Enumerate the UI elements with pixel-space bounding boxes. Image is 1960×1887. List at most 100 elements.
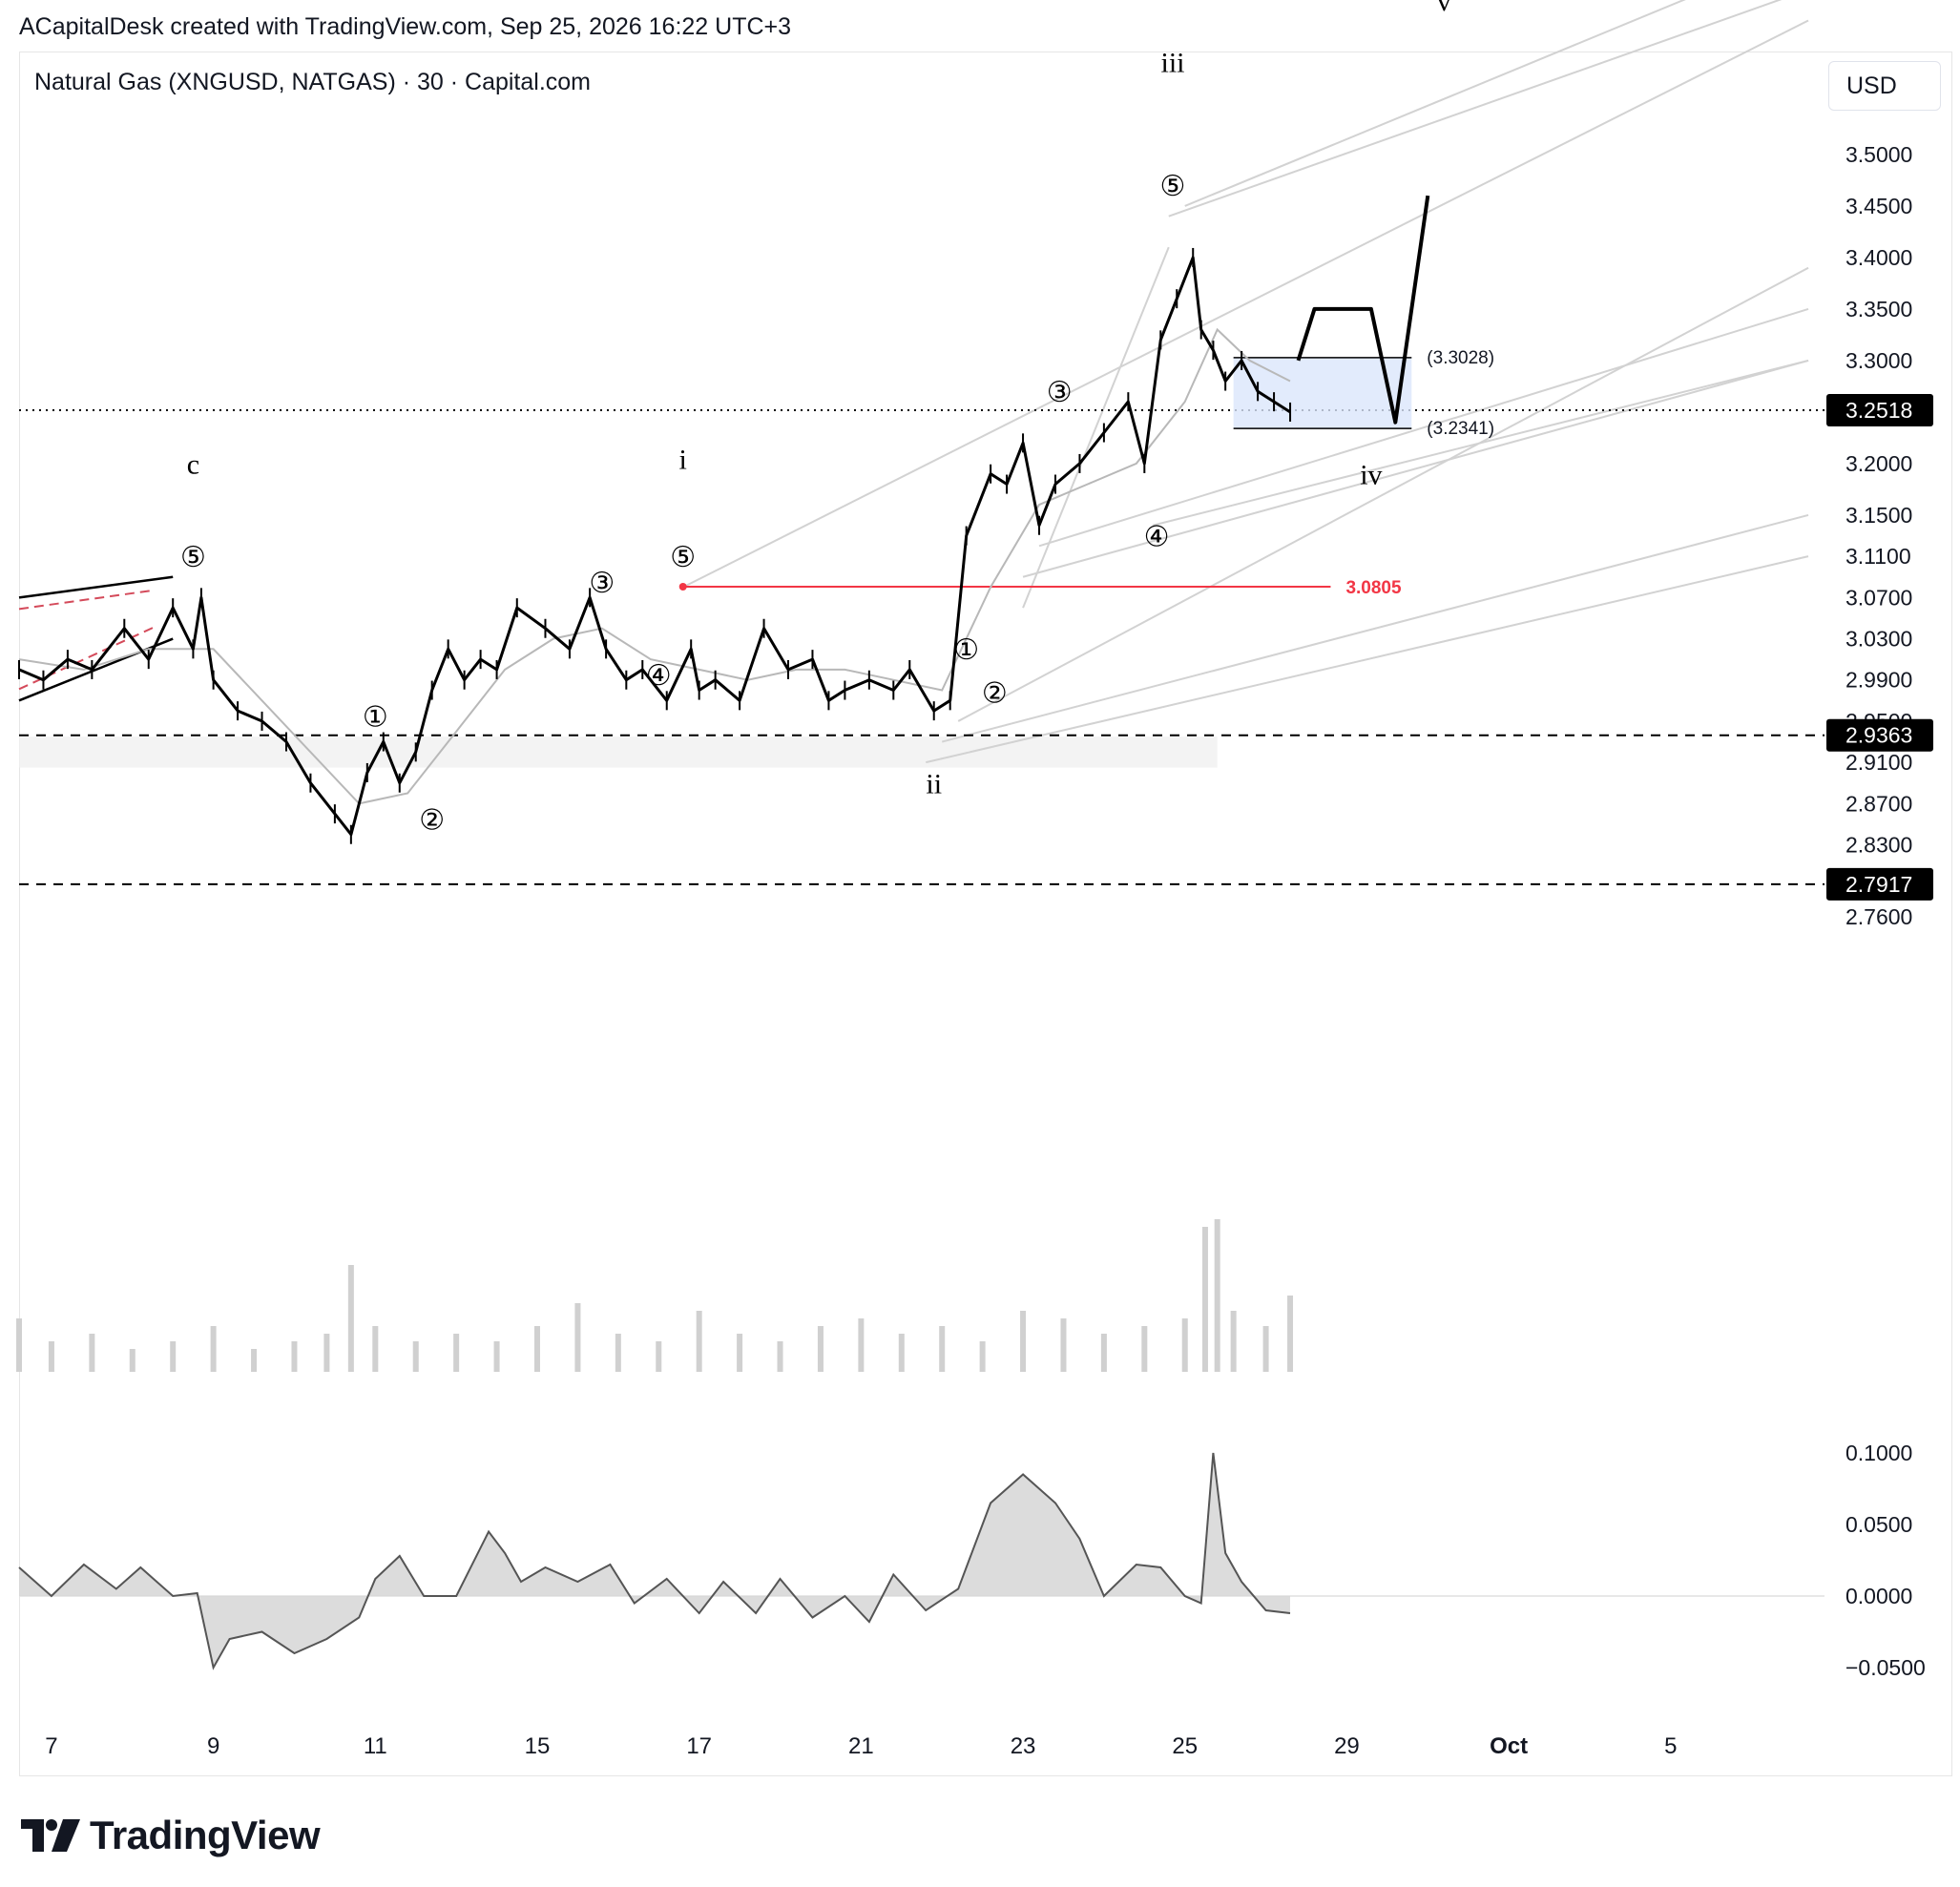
volume-bar (1201, 1227, 1208, 1372)
wedge-lower-dashed (18, 626, 155, 691)
channel-line[interactable] (941, 513, 1809, 743)
wave-label: ② (419, 803, 445, 837)
channel-line[interactable] (1022, 246, 1170, 609)
volume-bar (574, 1303, 581, 1372)
volume-bar (48, 1341, 54, 1372)
volume-bar (453, 1334, 460, 1372)
wave-label: i (679, 444, 687, 475)
volume-bar (533, 1326, 540, 1372)
support-zone[interactable] (19, 736, 1218, 768)
price-series (18, 247, 1292, 844)
volume-bar (89, 1334, 95, 1372)
wave-label: iii (1161, 48, 1185, 79)
oscillator-area (19, 1453, 1290, 1668)
volume-bar (898, 1334, 905, 1372)
price-tick-label: 2.9100 (1845, 750, 1912, 775)
price-tick-label: 3.4000 (1845, 245, 1912, 270)
channel-line[interactable] (1038, 307, 1809, 548)
axis-price-badge[interactable] (1826, 394, 1933, 426)
projection-path[interactable] (1296, 195, 1430, 425)
volume-bar (323, 1334, 330, 1372)
target-box[interactable]: (3.3028) (3.2341) (1233, 348, 1494, 439)
channel-lines[interactable] (18, 0, 1809, 764)
oscillator-pane (18, 1452, 1291, 1670)
axis-price-badge[interactable] (1826, 867, 1933, 901)
projection-drawing[interactable] (1296, 195, 1430, 425)
tradingview-logo[interactable]: TradingView (21, 1811, 321, 1860)
chart-frame (19, 52, 1952, 1776)
volume-bar (1141, 1326, 1148, 1372)
resistance-label: 3.0805 (1345, 578, 1402, 598)
price-axis[interactable]: 3.5000 3.4500 3.4000 3.3500 3.3000 3.2000 3.15… (1826, 142, 1933, 1680)
volume-bar (737, 1334, 743, 1372)
price-tick-label: 3.0300 (1845, 627, 1912, 652)
chart-attribution: ACapitalDesk created with TradingView.co… (19, 13, 792, 40)
wave-label: ④ (1144, 520, 1170, 553)
volume-bar (939, 1326, 946, 1372)
resistance-anchor[interactable] (678, 583, 687, 591)
wave-label: ④ (646, 659, 672, 693)
channel-line[interactable] (926, 555, 1809, 764)
volume-bar (1060, 1318, 1067, 1372)
time-tick-label: 11 (364, 1733, 387, 1759)
wave-label: ③ (589, 567, 615, 600)
time-tick-label: 15 (525, 1733, 551, 1759)
volume-bar (16, 1318, 22, 1372)
wave-label: ① (363, 700, 388, 734)
wedge-upper-dashed (18, 589, 155, 611)
time-axis[interactable]: 7 9 11 15 17 21 23 25 29 Oct 5 (45, 1733, 1677, 1759)
volume-bar (129, 1349, 136, 1372)
axis-price-badge[interactable] (1826, 718, 1933, 752)
volume-pane (16, 1219, 1294, 1372)
wave-label: ⑤ (670, 541, 696, 574)
volume-bar (493, 1341, 500, 1372)
target-box-top-label: (3.3028) (1427, 348, 1494, 368)
price-level-lines[interactable]: 3.0805 (19, 409, 1824, 885)
axis-price-badge-label: 2.7917 (1845, 872, 1912, 897)
volume-bar (1262, 1326, 1269, 1372)
time-tick-label: 7 (45, 1733, 57, 1759)
volume-bar (817, 1326, 824, 1372)
wave-label: v (1437, 0, 1451, 17)
currency-selector[interactable]: USD (1828, 61, 1941, 111)
volume-bar (1230, 1311, 1237, 1372)
wave-label: ⑤ (180, 541, 206, 574)
tradingview-logo-icon (21, 1819, 80, 1852)
channel-line[interactable] (1184, 0, 1808, 207)
wedge-upper-line[interactable] (18, 575, 174, 599)
channel-line[interactable] (1168, 0, 1808, 218)
target-box-bottom-label: (3.2341) (1427, 419, 1494, 439)
time-tick-label: 29 (1334, 1733, 1360, 1759)
time-tick-label: 5 (1664, 1733, 1677, 1759)
target-box-fill[interactable] (1233, 357, 1412, 429)
volume-bar (1181, 1318, 1188, 1372)
volume-bar (777, 1341, 783, 1372)
volume-bar (979, 1341, 986, 1372)
time-tick-label: 17 (686, 1733, 712, 1759)
oscillator-line (18, 1452, 1291, 1670)
wave-label: ① (953, 633, 979, 667)
price-tick-label: 3.0700 (1845, 585, 1912, 610)
price-tick-label: 3.3000 (1845, 348, 1912, 373)
symbol-title[interactable]: Natural Gas (XNGUSD, NATGAS) · 30 · Capi… (34, 69, 592, 95)
price-tick-label: 3.1100 (1845, 544, 1911, 569)
volume-bar (347, 1265, 354, 1372)
wave-label: c (187, 449, 199, 481)
volume-bar (696, 1311, 702, 1372)
wedge-lower-line[interactable] (18, 637, 174, 702)
time-tick-label: 9 (207, 1733, 219, 1759)
volume-bar (291, 1341, 298, 1372)
time-tick-label: 25 (1172, 1733, 1198, 1759)
volume-bar (251, 1349, 258, 1372)
channel-line[interactable] (1152, 359, 1809, 527)
price-tick-label: 3.3500 (1845, 297, 1912, 321)
channel-line[interactable] (682, 19, 1809, 589)
price-tick-label: 2.7600 (1845, 904, 1912, 929)
moving-average-line (18, 327, 1291, 805)
time-tick-label: 21 (848, 1733, 874, 1759)
wave-label: ⑤ (1160, 170, 1186, 203)
channel-line[interactable] (1022, 359, 1809, 578)
channel-line[interactable] (957, 266, 1809, 722)
time-tick-label: 23 (1011, 1733, 1036, 1759)
